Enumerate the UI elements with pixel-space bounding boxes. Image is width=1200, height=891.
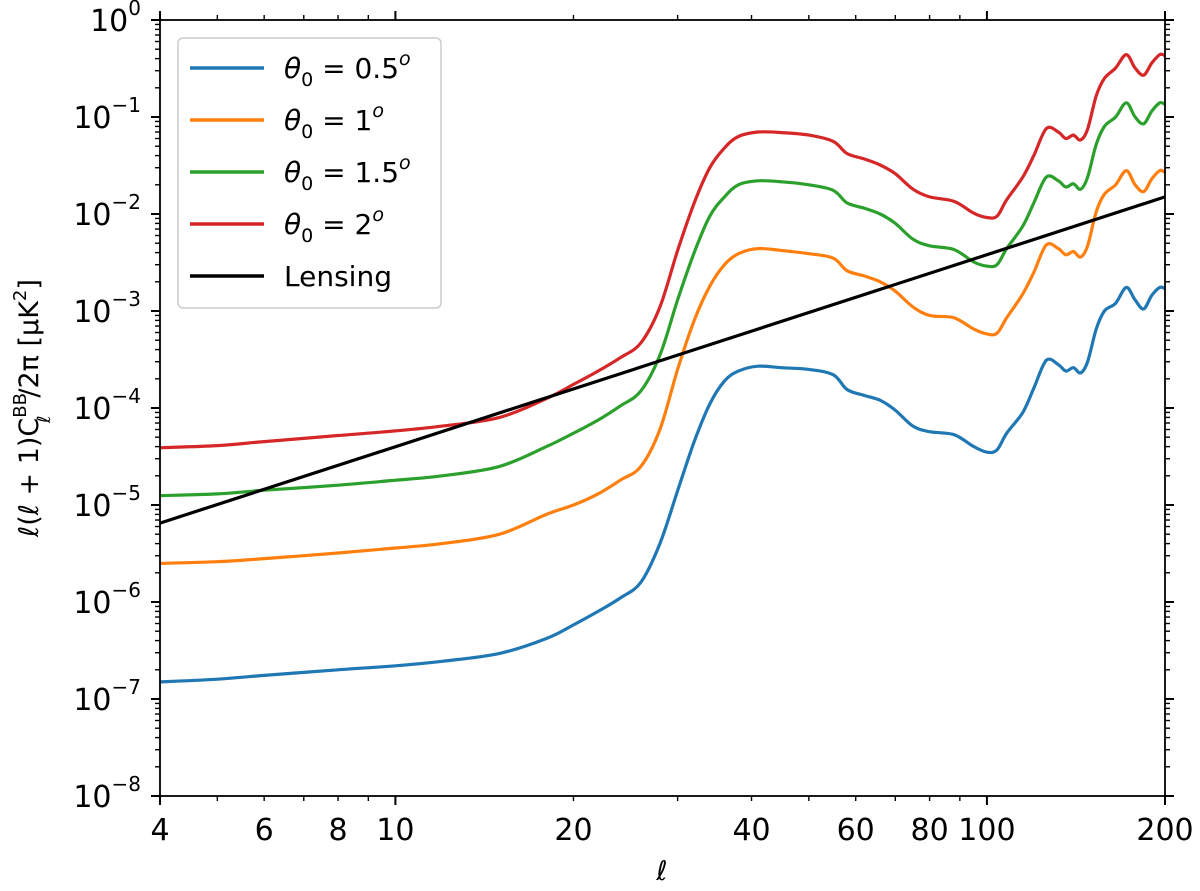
x-tick-labels: 4 6 8 10 20 40 60 80 100 200 bbox=[150, 813, 1193, 848]
legend-subscript: 0 bbox=[301, 121, 313, 143]
legend-subscript: 0 bbox=[301, 69, 313, 91]
y-tick-exponent: −2 bbox=[112, 190, 141, 214]
x-tick-label: 10 bbox=[376, 813, 414, 848]
y-axis-label: ℓ(ℓ + 1)CBBℓ/2π [μK2] bbox=[10, 279, 55, 538]
legend-label-lensing: Lensing bbox=[284, 260, 392, 293]
legend-label-theta-1: θ0 = 1o bbox=[284, 100, 384, 143]
series-line-theta-2 bbox=[159, 52, 1166, 450]
y-tick-base: 10 bbox=[73, 198, 111, 233]
x-tick-label: 40 bbox=[732, 813, 770, 848]
y-tick-exponent: −7 bbox=[112, 675, 141, 699]
legend-superscript: o bbox=[399, 48, 411, 70]
y-tick-exponent: −3 bbox=[112, 287, 141, 311]
ticks-layer bbox=[151, 11, 1174, 805]
y-axis-label-close: ] bbox=[14, 279, 45, 290]
legend-value: = 1.5 bbox=[313, 156, 399, 189]
y-tick-base: 10 bbox=[73, 295, 111, 330]
y-tick-label: 10−7 bbox=[73, 675, 141, 718]
legend-label-theta-1.5: θ0 = 1.5o bbox=[284, 152, 411, 195]
x-tick-label: 8 bbox=[329, 813, 348, 848]
series-line-lensing bbox=[159, 195, 1166, 525]
legend-symbol: θ bbox=[284, 104, 301, 137]
legend-superscript: o bbox=[399, 152, 411, 174]
y-tick-base: 10 bbox=[73, 780, 111, 815]
x-tick-label: 100 bbox=[958, 813, 1015, 848]
series-line-theta-1.5 bbox=[159, 100, 1166, 498]
legend-symbol: θ bbox=[284, 208, 301, 241]
y-axis-label-sup: BB bbox=[10, 393, 31, 418]
x-tick-label: 6 bbox=[255, 813, 274, 848]
series-line-theta-1 bbox=[159, 168, 1166, 565]
y-tick-base: 10 bbox=[73, 489, 111, 524]
y-tick-exponent: 0 bbox=[128, 0, 141, 20]
y-axis-label-main: ℓ(ℓ + 1)C bbox=[14, 418, 45, 538]
y-tick-label: 10−4 bbox=[73, 384, 141, 427]
series-layer bbox=[159, 52, 1166, 684]
legend-symbol: θ bbox=[284, 52, 301, 85]
legend-superscript: o bbox=[372, 204, 384, 226]
legend-value: = 0.5 bbox=[313, 52, 399, 85]
x-tick-label: 60 bbox=[837, 813, 875, 848]
legend-label-theta-0.5: θ0 = 0.5o bbox=[284, 48, 411, 91]
y-tick-base: 10 bbox=[73, 392, 111, 427]
y-axis-label-tail-sup: 2 bbox=[10, 290, 31, 301]
legend-box bbox=[177, 37, 442, 309]
y-tick-label: 10−1 bbox=[73, 93, 141, 136]
x-tick-label: 200 bbox=[1136, 813, 1193, 848]
legend-value: = 1 bbox=[313, 104, 372, 137]
x-axis-label: ℓ bbox=[655, 856, 667, 887]
y-tick-base: 10 bbox=[73, 683, 111, 718]
x-tick-label: 80 bbox=[911, 813, 949, 848]
y-tick-exponent: −6 bbox=[112, 578, 141, 602]
series-line-theta-0.5 bbox=[159, 285, 1166, 684]
y-tick-base: 10 bbox=[73, 101, 111, 136]
legend-symbol: θ bbox=[284, 156, 301, 189]
y-tick-label: 10−8 bbox=[73, 772, 141, 815]
legend-superscript: o bbox=[372, 100, 384, 122]
y-tick-label: 10−3 bbox=[73, 287, 141, 330]
y-axis-label-sub: ℓ bbox=[34, 416, 55, 424]
y-tick-exponent: −4 bbox=[112, 384, 141, 408]
y-tick-exponent: −5 bbox=[112, 481, 141, 505]
y-tick-base: 10 bbox=[90, 4, 128, 39]
legend-value: = 2 bbox=[313, 208, 372, 241]
y-axis-label-tail: /2π [μK bbox=[14, 300, 45, 398]
y-tick-exponent: −8 bbox=[112, 772, 141, 796]
y-tick-exponent: −1 bbox=[112, 93, 141, 117]
y-tick-label: 10−2 bbox=[73, 190, 141, 233]
y-tick-base: 10 bbox=[73, 586, 111, 621]
x-tick-label: 4 bbox=[150, 813, 169, 848]
legend-subscript: 0 bbox=[301, 173, 313, 195]
y-tick-label: 10−6 bbox=[73, 578, 141, 621]
y-tick-label: 10−5 bbox=[73, 481, 141, 524]
y-tick-label: 100 bbox=[90, 0, 141, 39]
x-tick-label: 20 bbox=[554, 813, 592, 848]
legend-label-theta-2: θ0 = 2o bbox=[284, 204, 384, 247]
legend-subscript: 0 bbox=[301, 225, 313, 247]
